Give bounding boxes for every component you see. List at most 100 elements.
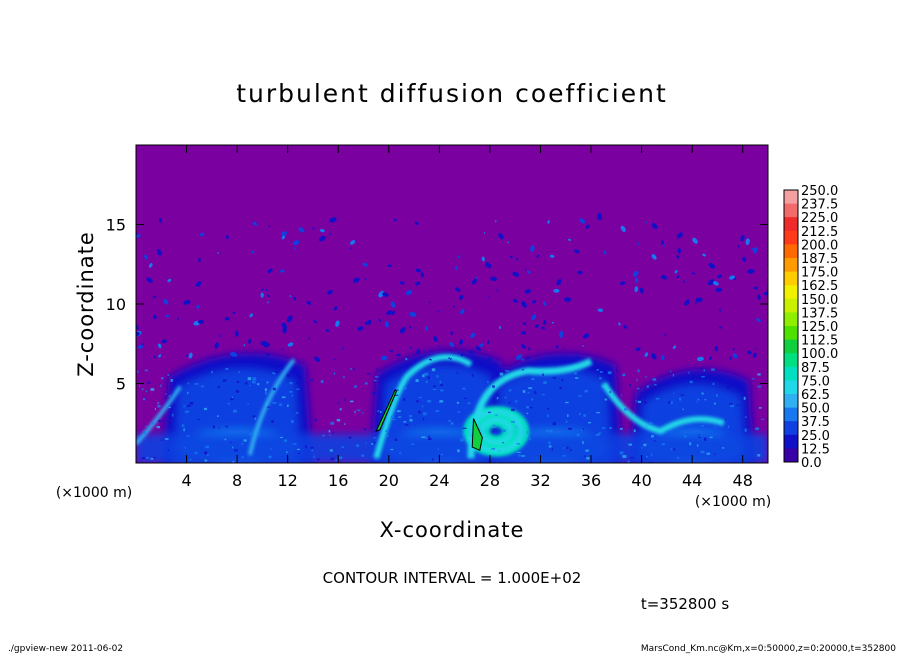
texture: [328, 430, 331, 433]
texture: [156, 425, 160, 429]
texture: [575, 377, 579, 379]
speckle: [433, 336, 438, 343]
speckle: [740, 234, 745, 242]
colorbar-label-6: 175.0: [801, 266, 838, 281]
colorbar-swatch-18: [784, 434, 798, 449]
speckle: [507, 241, 510, 244]
texture: [236, 380, 240, 383]
speckle: [524, 289, 532, 294]
texture: [521, 369, 525, 371]
texture: [232, 446, 234, 449]
texture: [496, 397, 499, 400]
texture: [143, 431, 146, 434]
texture: [388, 425, 391, 429]
colorbar-label-13: 87.5: [801, 361, 830, 376]
colorbar-swatch-3: [784, 230, 798, 245]
texture: [403, 387, 407, 390]
colorbar-swatch-10: [784, 326, 798, 341]
speckle: [429, 358, 432, 361]
texture: [322, 434, 325, 437]
texture: [596, 368, 599, 371]
speckle: [163, 298, 169, 305]
texture: [462, 427, 467, 429]
speckle: [481, 256, 485, 262]
speckle: [260, 340, 268, 346]
speckle: [243, 344, 246, 347]
texture: [673, 448, 676, 451]
speckle: [390, 301, 396, 308]
texture: [332, 431, 334, 435]
texture: [627, 460, 630, 463]
texture: [548, 445, 552, 448]
speckle: [260, 292, 264, 298]
speckle: [639, 287, 644, 294]
texture: [714, 426, 717, 429]
texture: [185, 410, 189, 413]
ground-band: [136, 434, 768, 463]
speckle: [488, 357, 492, 362]
field-layer: [136, 212, 768, 463]
texture: [574, 372, 577, 375]
texture: [601, 385, 605, 388]
speckle: [512, 271, 520, 277]
texture: [711, 368, 715, 371]
texture: [390, 448, 394, 451]
speckle: [574, 249, 580, 254]
speckle: [167, 278, 172, 283]
texture: [584, 390, 588, 393]
texture: [511, 421, 515, 423]
speckle: [719, 308, 722, 312]
speckle: [458, 295, 464, 301]
texture: [234, 449, 239, 452]
texture: [305, 445, 307, 449]
texture: [422, 405, 424, 408]
texture: [376, 368, 378, 371]
texture: [670, 370, 672, 373]
texture: [313, 455, 315, 458]
texture: [670, 448, 672, 451]
speckle: [499, 326, 502, 330]
speckle: [717, 274, 723, 279]
colorbar-swatch-1: [784, 203, 798, 218]
speckle: [459, 339, 464, 345]
texture: [329, 434, 331, 436]
speckle: [672, 345, 677, 349]
speckle: [692, 272, 696, 275]
texture: [716, 394, 718, 397]
texture: [289, 391, 293, 393]
texture: [743, 396, 746, 400]
colorbar-label-11: 112.5: [801, 334, 838, 349]
texture: [568, 427, 572, 430]
speckle: [715, 287, 723, 292]
speckle: [265, 288, 268, 292]
texture: [394, 400, 396, 403]
texture: [161, 377, 164, 380]
texture: [160, 439, 163, 442]
speckle: [745, 238, 750, 245]
texture: [222, 379, 227, 382]
texture: [491, 447, 496, 450]
footer-left: ./gpview-new 2011-06-02: [8, 644, 123, 654]
texture: [623, 375, 625, 377]
texture: [643, 396, 647, 399]
texture: [495, 414, 498, 416]
speckle: [661, 354, 665, 361]
texture: [526, 430, 528, 434]
speckle: [267, 294, 270, 298]
speckle: [714, 345, 719, 352]
contour-100-0: [375, 388, 397, 433]
texture: [654, 440, 656, 442]
texture: [427, 376, 430, 380]
texture: [151, 421, 154, 425]
texture: [531, 398, 534, 401]
texture: [187, 382, 190, 385]
colorbar-label-7: 162.5: [801, 279, 838, 294]
texture: [354, 385, 357, 388]
texture: [491, 376, 493, 380]
texture: [390, 415, 395, 418]
texture: [697, 398, 700, 401]
speckle: [708, 356, 712, 361]
texture: [218, 426, 220, 429]
texture: [516, 451, 521, 453]
speckle: [405, 357, 408, 361]
